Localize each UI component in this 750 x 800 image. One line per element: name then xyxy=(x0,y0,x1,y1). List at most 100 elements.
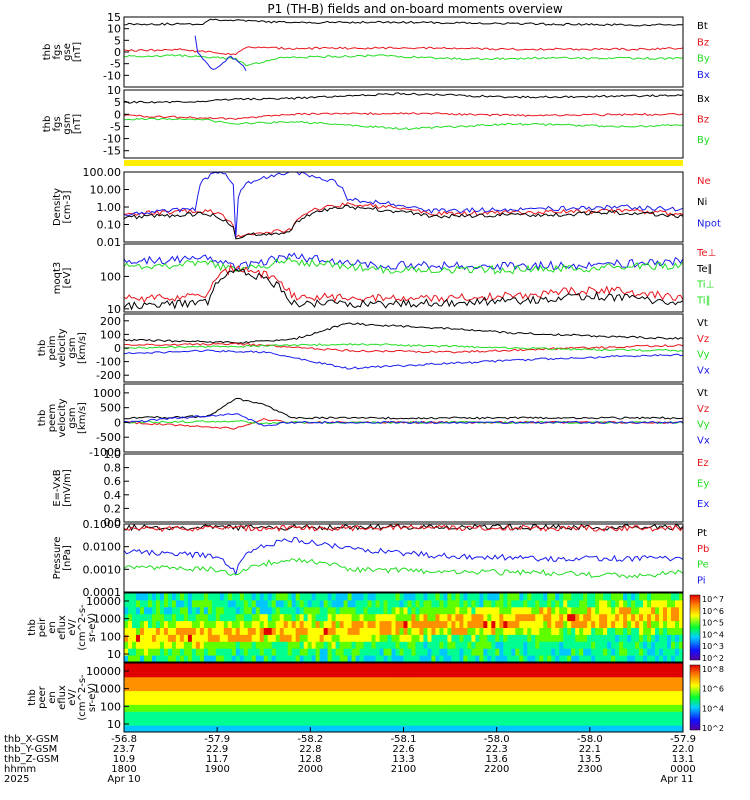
spectrogram-cell xyxy=(275,704,281,712)
spectrogram-cell xyxy=(279,593,285,601)
spectrogram-cell xyxy=(439,599,444,608)
spectrogram-cell xyxy=(571,593,576,601)
spectrogram-cell xyxy=(599,690,604,698)
spectrogram-cell xyxy=(315,627,321,635)
spectrogram-cell xyxy=(607,704,612,712)
spectrogram-cell xyxy=(415,634,420,642)
spectrogram-cell xyxy=(331,718,337,726)
spectrogram-cell xyxy=(443,655,448,663)
spectrogram-cell xyxy=(535,613,540,622)
spectrogram-cell xyxy=(571,711,576,719)
spectrogram-cell xyxy=(459,627,464,635)
spectrogram-cell xyxy=(299,718,305,726)
y-tick-label: 100 xyxy=(100,328,121,341)
spectrogram-cell xyxy=(471,599,476,608)
legend-Ex: Ex xyxy=(697,499,709,510)
spectrogram-cell xyxy=(651,613,656,622)
spectrogram-cell xyxy=(511,593,516,601)
spectrogram-cell xyxy=(679,704,684,712)
spectrogram-cell xyxy=(559,620,564,628)
spectrogram-cell xyxy=(483,593,488,601)
spectrogram-cell xyxy=(163,620,169,628)
spectrogram-cell xyxy=(599,641,604,649)
spectrogram-cell xyxy=(319,627,325,635)
spectrogram-cell xyxy=(643,725,648,733)
series-bx xyxy=(194,35,247,71)
spectrogram-cell xyxy=(551,606,556,615)
spectrogram-cell xyxy=(287,593,293,601)
spectrogram-cell xyxy=(239,711,245,719)
spectrogram-cell xyxy=(387,599,393,608)
spectrogram-cell xyxy=(243,663,249,671)
spectrogram-cell xyxy=(475,669,480,678)
spectrogram-cell xyxy=(291,704,297,712)
spectrogram-cell xyxy=(607,676,612,685)
ephem-y-value: 22.8 xyxy=(299,744,321,755)
spectrogram-cell xyxy=(303,683,309,692)
spectrogram-cell xyxy=(195,690,201,698)
spectrogram-cell xyxy=(191,620,197,628)
spectrogram-cell xyxy=(503,725,508,733)
spectrogram-cell xyxy=(643,711,648,719)
spectrogram-cell xyxy=(623,718,628,726)
spectrogram-cell xyxy=(151,718,157,726)
spectrogram-cell xyxy=(667,655,672,663)
spectrogram-cell xyxy=(127,634,133,642)
spectrogram-cell xyxy=(271,627,277,635)
spectrogram-cell xyxy=(455,690,460,698)
spectrogram-cell xyxy=(155,620,161,628)
spectrogram-cell xyxy=(651,663,656,671)
spectrogram-cell xyxy=(131,599,137,608)
spectrogram-cell xyxy=(295,663,301,671)
spectrogram-cell xyxy=(639,648,644,656)
spectrogram-cell xyxy=(471,634,476,642)
spectrogram-cell xyxy=(315,711,321,719)
spectrogram-cell xyxy=(607,683,612,692)
spectrogram-cell xyxy=(223,690,229,698)
spectrogram-cell xyxy=(375,606,381,615)
spectrogram-cell xyxy=(351,648,357,656)
spectrogram-cell xyxy=(191,627,197,635)
spectrogram-cell xyxy=(387,641,393,649)
spectrogram-cell xyxy=(507,711,512,719)
spectrogram-cell xyxy=(259,613,265,622)
spectrogram-cell xyxy=(447,676,452,685)
spectrogram-cell xyxy=(227,725,233,733)
spectrogram-cell xyxy=(539,697,544,705)
spectrogram-cell xyxy=(255,613,261,622)
y-label-line: thb xyxy=(42,116,53,133)
spectrogram-cell xyxy=(575,718,580,726)
y-label-line: [nT] xyxy=(72,42,83,62)
spectrogram-cell xyxy=(163,676,169,685)
spectrogram-cell xyxy=(183,669,189,678)
spectrogram-cell xyxy=(355,655,361,663)
spectrogram-cell xyxy=(271,655,277,663)
spectrogram-cell xyxy=(247,627,253,635)
y-tick-label: 10 xyxy=(107,23,121,36)
spectrogram-cell xyxy=(391,718,397,726)
spectrogram-cell xyxy=(491,620,496,628)
spectrogram-cell xyxy=(243,620,249,628)
y-tick-label: 0 xyxy=(114,416,121,429)
spectrogram-cell xyxy=(339,613,345,622)
series-vz xyxy=(123,342,684,354)
legend-Bz: Bz xyxy=(697,37,709,48)
spectrogram-cell xyxy=(547,593,552,601)
spectrogram-cell xyxy=(139,634,145,642)
spectrogram-cell xyxy=(655,613,660,622)
y-tick-label: 10000 xyxy=(86,595,121,608)
x-tick-label: 1900 xyxy=(204,764,229,775)
spectrogram-cell xyxy=(387,613,393,622)
spectrogram-cell xyxy=(199,676,205,685)
spectrogram-cell xyxy=(495,627,500,635)
spectrogram-cell xyxy=(151,655,157,663)
spectrogram-cell xyxy=(124,718,129,726)
spectrogram-cell xyxy=(663,697,668,705)
spectrogram-cell xyxy=(295,669,301,678)
spectrogram-cell xyxy=(623,620,628,628)
spectrogram-cell xyxy=(195,711,201,719)
spectrogram-cell xyxy=(519,593,524,601)
spectrogram-cell xyxy=(547,613,552,622)
spectrogram-cell xyxy=(403,663,408,671)
